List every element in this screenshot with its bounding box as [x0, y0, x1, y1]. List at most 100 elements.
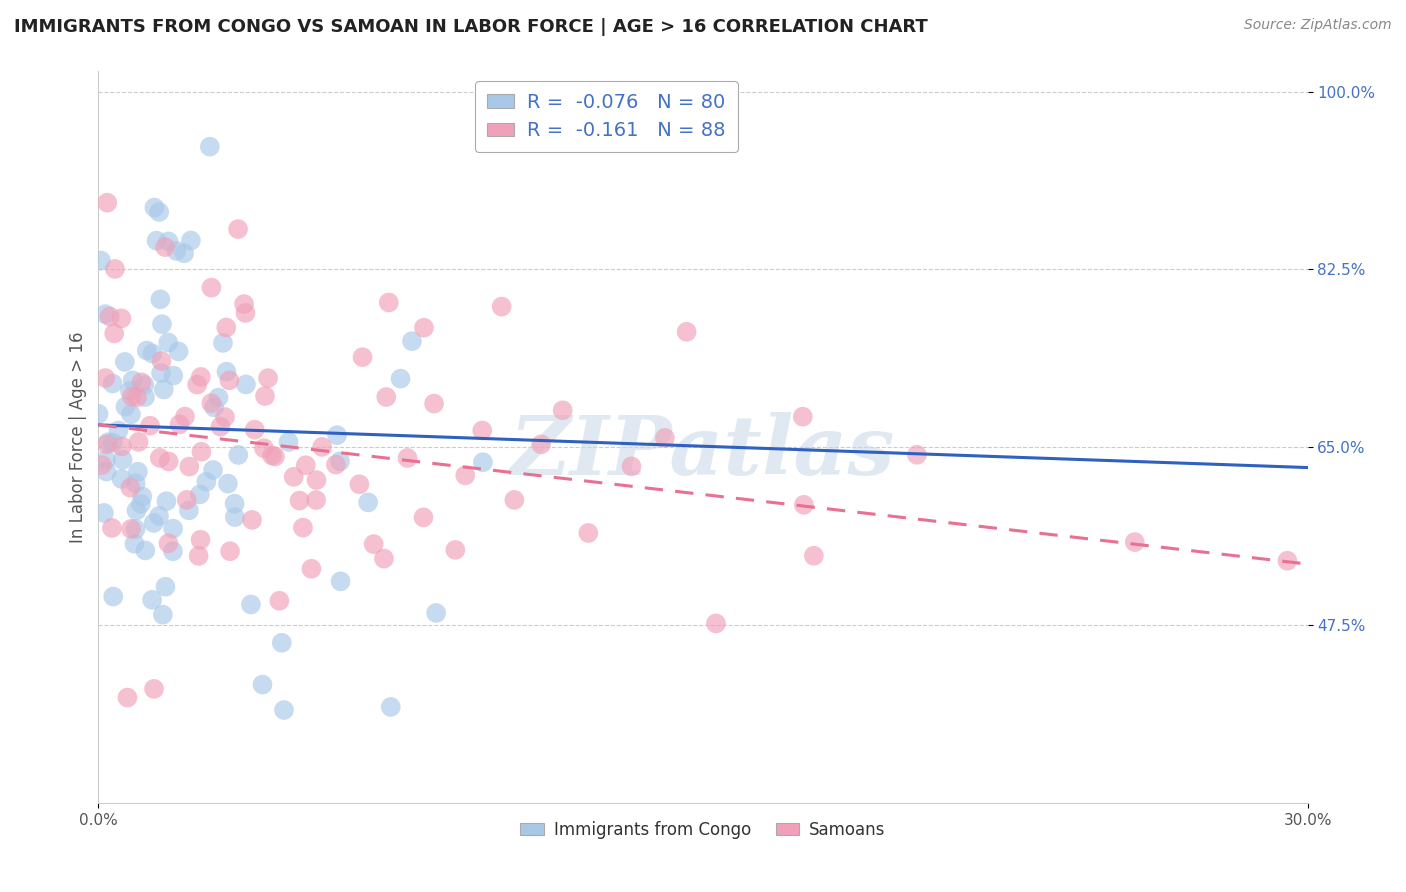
Point — [471, 455, 494, 469]
Text: ZIPatlas: ZIPatlas — [510, 412, 896, 491]
Point — [209, 419, 232, 434]
Point — [212, 335, 235, 350]
Point — [125, 503, 148, 517]
Point — [124, 537, 146, 551]
Point — [94, 307, 117, 321]
Point — [157, 335, 180, 350]
Point — [149, 293, 172, 307]
Point — [224, 497, 246, 511]
Point — [127, 465, 149, 479]
Point — [218, 373, 240, 387]
Point — [373, 551, 395, 566]
Point — [423, 396, 446, 410]
Point — [190, 370, 212, 384]
Point — [283, 470, 305, 484]
Point — [413, 320, 436, 334]
Point — [269, 594, 291, 608]
Point — [352, 350, 374, 364]
Point — [148, 205, 170, 219]
Point — [277, 434, 299, 449]
Point — [162, 544, 184, 558]
Point — [120, 522, 142, 536]
Point — [101, 376, 124, 391]
Point — [145, 234, 167, 248]
Point — [141, 592, 163, 607]
Point — [150, 354, 173, 368]
Point — [357, 495, 380, 509]
Point — [793, 498, 815, 512]
Point — [576, 525, 599, 540]
Point — [215, 320, 238, 334]
Point — [412, 510, 434, 524]
Point — [174, 409, 197, 424]
Point — [150, 366, 173, 380]
Point — [142, 516, 165, 530]
Point — [90, 458, 112, 472]
Point — [503, 492, 526, 507]
Point — [329, 454, 352, 468]
Point — [157, 536, 180, 550]
Point — [190, 533, 212, 547]
Point — [491, 300, 513, 314]
Point — [162, 368, 184, 383]
Point — [101, 435, 124, 450]
Point — [155, 580, 177, 594]
Point — [378, 295, 401, 310]
Point — [215, 365, 238, 379]
Point — [157, 235, 180, 249]
Point — [120, 481, 142, 495]
Point — [121, 373, 143, 387]
Point — [389, 371, 412, 385]
Point — [131, 490, 153, 504]
Point — [114, 355, 136, 369]
Point — [329, 574, 352, 589]
Point — [252, 677, 274, 691]
Point — [98, 310, 121, 324]
Point — [325, 458, 347, 472]
Point — [530, 437, 553, 451]
Point — [125, 391, 148, 405]
Point — [1277, 554, 1299, 568]
Point — [219, 544, 242, 558]
Text: Source: ZipAtlas.com: Source: ZipAtlas.com — [1244, 18, 1392, 32]
Point — [124, 476, 146, 491]
Point — [401, 334, 423, 348]
Point — [264, 450, 287, 464]
Point — [93, 506, 115, 520]
Point — [240, 513, 263, 527]
Point — [180, 234, 202, 248]
Point — [305, 473, 328, 487]
Point — [202, 401, 225, 415]
Point — [94, 371, 117, 385]
Point — [141, 346, 163, 360]
Point — [294, 458, 316, 473]
Point — [94, 453, 117, 467]
Point — [195, 475, 218, 489]
Point — [207, 391, 229, 405]
Point — [224, 510, 246, 524]
Point — [270, 636, 292, 650]
Point — [96, 465, 118, 479]
Point — [200, 280, 222, 294]
Point — [150, 317, 173, 331]
Point — [143, 201, 166, 215]
Point — [111, 452, 134, 467]
Point — [704, 616, 727, 631]
Point — [326, 428, 349, 442]
Y-axis label: In Labor Force | Age > 16: In Labor Force | Age > 16 — [69, 331, 87, 543]
Point — [155, 494, 177, 508]
Point — [96, 195, 118, 210]
Point — [200, 396, 222, 410]
Point — [103, 326, 125, 341]
Point — [120, 407, 142, 421]
Point — [148, 508, 170, 523]
Point — [190, 444, 212, 458]
Point — [198, 139, 221, 153]
Point — [675, 325, 697, 339]
Point — [273, 703, 295, 717]
Point — [226, 222, 249, 236]
Point — [235, 377, 257, 392]
Point — [134, 390, 156, 404]
Point — [121, 390, 143, 404]
Point — [90, 253, 112, 268]
